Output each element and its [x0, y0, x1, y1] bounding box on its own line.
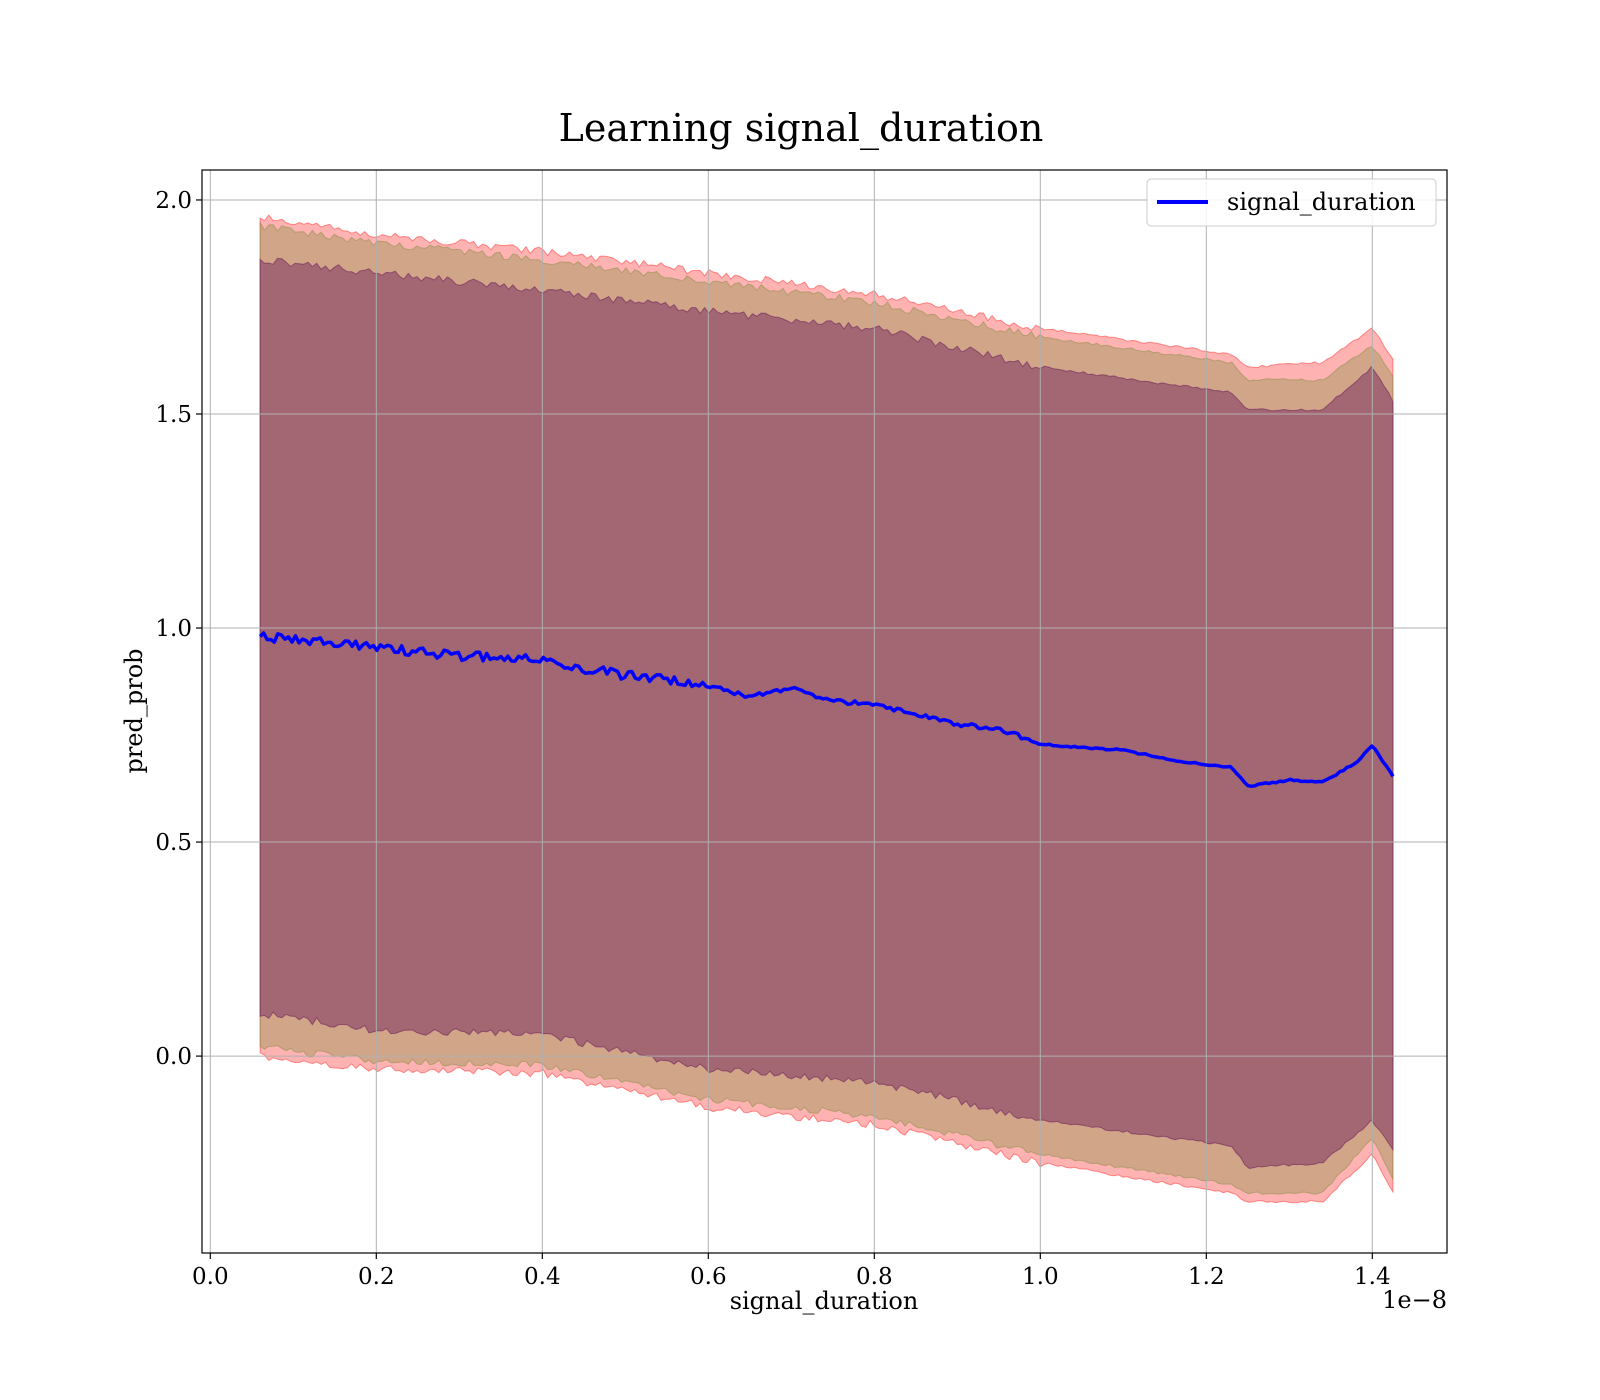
- series-line: [258, 631, 1395, 789]
- confidence-band-2: [259, 257, 1394, 1170]
- legend-label: signal_duration: [1227, 188, 1416, 216]
- y-tick-label: 0.5: [155, 830, 192, 856]
- confidence-band-1: [259, 220, 1394, 1195]
- y-tick-label: 1.0: [155, 616, 192, 642]
- plot-frame: [201, 169, 1448, 1254]
- y-tick-label: 2.0: [155, 188, 192, 214]
- x-axis-offset-text: 1e−8: [1382, 1286, 1447, 1314]
- y-axis-ticks: 0.0 0.5 1.0 1.5 2.0: [155, 188, 202, 1070]
- chart-title: Learning signal_duration: [559, 106, 1044, 151]
- x-tick-label: 0.4: [524, 1264, 561, 1290]
- x-axis-label: signal_duration: [730, 1287, 919, 1315]
- grid: [202, 170, 1447, 1253]
- y-tick-label: 0.0: [155, 1044, 192, 1070]
- x-tick-label: 0.2: [358, 1264, 395, 1290]
- legend: signal_duration: [1146, 178, 1437, 227]
- y-axis-label: pred_prob: [120, 648, 148, 773]
- x-axis-ticks: 0.0 0.2 0.4 0.6 0.8 1.0 1.2 1.4: [192, 1253, 1391, 1290]
- x-tick-label: 1.4: [1354, 1264, 1391, 1290]
- x-tick-label: 0.8: [856, 1264, 893, 1290]
- confidence-bands: [259, 214, 1394, 1204]
- confidence-band-0: [259, 214, 1394, 1204]
- series-layer: [258, 631, 1395, 789]
- x-tick-label: 0.0: [192, 1264, 229, 1290]
- y-tick-label: 1.5: [155, 402, 192, 428]
- legend-box: [1146, 178, 1437, 227]
- x-tick-label: 0.6: [690, 1264, 727, 1290]
- x-tick-label: 1.0: [1022, 1264, 1059, 1290]
- x-tick-label: 1.2: [1188, 1264, 1225, 1290]
